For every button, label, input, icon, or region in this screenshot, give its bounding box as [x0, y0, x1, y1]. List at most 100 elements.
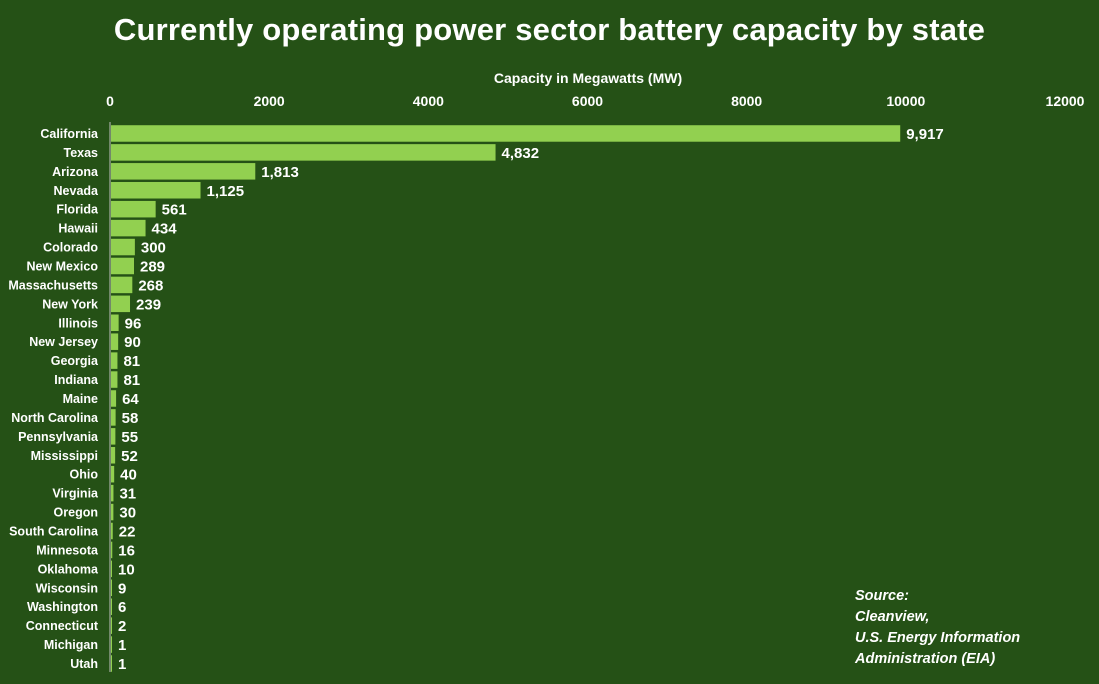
- category-label: New York: [42, 297, 98, 311]
- bar: [111, 276, 133, 294]
- bar: [111, 465, 115, 483]
- bar: [111, 182, 201, 199]
- value-label: 52: [121, 448, 138, 465]
- value-label: 81: [123, 372, 140, 389]
- category-label: Maine: [63, 392, 98, 406]
- value-label: 58: [122, 410, 139, 427]
- category-label: Virginia: [52, 487, 99, 501]
- bar: [111, 598, 112, 615]
- category-label: Colorado: [43, 241, 98, 255]
- bar: [111, 428, 116, 445]
- bar: [111, 238, 135, 256]
- bar: [111, 163, 256, 180]
- value-label: 239: [136, 296, 161, 313]
- category-label: Minnesota: [36, 543, 99, 557]
- bar: [111, 503, 114, 521]
- bar: [111, 125, 901, 142]
- category-label: New Mexico: [26, 259, 98, 273]
- category-label: California: [40, 127, 99, 141]
- category-label: Utah: [70, 657, 98, 671]
- bar: [111, 409, 116, 426]
- value-label: 64: [122, 391, 139, 408]
- value-label: 268: [138, 277, 163, 294]
- bar: [111, 541, 113, 559]
- bar: [111, 655, 112, 672]
- x-tick-label: 8000: [731, 93, 762, 109]
- value-label: 4,832: [502, 145, 540, 162]
- category-label: Ohio: [70, 468, 99, 482]
- bar: [111, 484, 114, 502]
- x-tick-label: 12000: [1046, 93, 1085, 109]
- value-label: 22: [119, 523, 136, 540]
- category-label: Washington: [27, 600, 98, 614]
- category-label: New Jersey: [29, 335, 98, 349]
- value-labels: 9,9174,8321,8131,12556143430028926823996…: [118, 126, 944, 673]
- category-label: Georgia: [51, 354, 99, 368]
- category-label: Oregon: [54, 506, 98, 520]
- value-label: 30: [119, 505, 136, 522]
- category-label: Texas: [63, 146, 98, 160]
- x-axis-title: Capacity in Megawatts (MW): [494, 70, 682, 86]
- bar: [111, 579, 112, 597]
- x-tick-label: 10000: [886, 93, 925, 109]
- source-label: Source:: [855, 588, 909, 604]
- value-label: 2: [118, 618, 126, 635]
- chart-title: Currently operating power sector battery…: [113, 12, 986, 47]
- bar: [111, 447, 116, 464]
- x-tick-label: 4000: [413, 93, 444, 109]
- category-label: Hawaii: [58, 222, 98, 236]
- category-label: Illinois: [58, 316, 98, 330]
- x-tick-label: 2000: [254, 93, 285, 109]
- bar: [111, 617, 112, 634]
- x-axis-ticks: 0 2000 4000 6000 8000 10000 12000: [106, 93, 1085, 109]
- value-label: 9: [118, 580, 126, 597]
- bar: [111, 200, 156, 218]
- bars-group: [111, 125, 901, 672]
- x-tick-label: 0: [106, 93, 114, 109]
- source-line-3: Administration (EIA): [855, 651, 996, 667]
- category-label: Connecticut: [26, 619, 99, 633]
- category-label: Pennsylvania: [18, 430, 99, 444]
- category-label: Arizona: [52, 165, 99, 179]
- bar: [111, 560, 112, 578]
- value-label: 16: [118, 542, 135, 559]
- value-label: 300: [141, 240, 166, 257]
- category-label: Mississippi: [31, 449, 98, 463]
- bar: [111, 295, 131, 313]
- category-labels: California Texas Arizona Nevada Florida Hawai…: [8, 127, 99, 671]
- value-label: 1: [118, 656, 126, 673]
- value-label: 96: [125, 315, 142, 332]
- value-label: 289: [140, 258, 165, 275]
- value-label: 9,917: [906, 126, 944, 143]
- bar: [111, 144, 496, 161]
- value-label: 561: [162, 202, 187, 219]
- category-label: Nevada: [54, 184, 100, 198]
- value-label: 31: [119, 486, 136, 503]
- x-tick-label: 6000: [572, 93, 603, 109]
- bar: [111, 636, 112, 653]
- value-label: 90: [124, 334, 141, 351]
- source-line-1: Cleanview,: [855, 609, 930, 625]
- value-label: 6: [118, 599, 126, 616]
- bar: [111, 219, 146, 237]
- source-line-2: U.S. Energy Information: [855, 630, 1021, 646]
- category-label: Michigan: [44, 638, 98, 652]
- category-label: South Carolina: [9, 524, 99, 538]
- category-label: Indiana: [54, 373, 99, 387]
- category-label: Florida: [56, 203, 99, 217]
- value-label: 10: [118, 561, 135, 578]
- value-label: 434: [152, 221, 178, 238]
- category-label: Oklahoma: [38, 562, 99, 576]
- value-label: 55: [121, 429, 138, 446]
- value-label: 1,813: [261, 164, 299, 181]
- bar: [111, 333, 119, 350]
- bar: [111, 522, 113, 540]
- value-label: 1,125: [207, 183, 245, 200]
- bar: [111, 314, 119, 332]
- category-label: Massachusetts: [8, 278, 98, 292]
- bar: [111, 371, 118, 388]
- value-label: 40: [120, 467, 137, 484]
- bar: [111, 390, 117, 407]
- source-note: Source: Cleanview, U.S. Energy Informati…: [855, 586, 1020, 670]
